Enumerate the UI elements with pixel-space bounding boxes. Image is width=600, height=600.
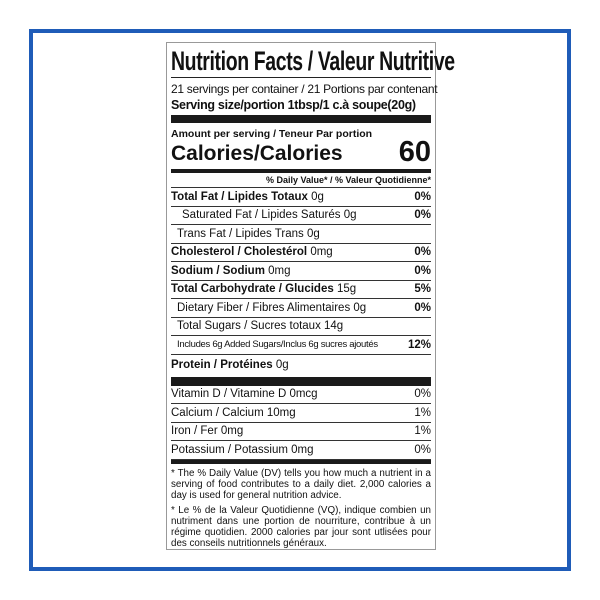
- vitamin-row-vitamin-d: Vitamin D / Vitamine D 0mcg 0%: [171, 386, 431, 404]
- servings-per-container: 21 servings per container / 21 Portions …: [171, 82, 438, 96]
- vitamin-row-potassium: Potassium / Potassium 0mg 0%: [171, 441, 431, 460]
- amount-per-serving: Amount per serving / Teneur Par portion: [171, 128, 373, 140]
- calories-label: Calories/Calories: [171, 142, 343, 165]
- thick-divider: [171, 376, 431, 386]
- thick-divider: [171, 169, 431, 173]
- vitamin-row-calcium: Calcium / Calcium 10mg 1%: [171, 404, 431, 423]
- calories-row: Calories/Calories 60: [171, 136, 431, 168]
- nutrient-row-fiber: Dietary Fiber / Fibres Alimentaires 0g 0%: [171, 298, 431, 317]
- label-title: Nutrition Facts / Valeur Nutritive: [171, 46, 455, 76]
- nutrient-row-trans-fat: Trans Fat / Lipides Trans 0g: [171, 224, 431, 243]
- nutrient-row-sugars: Total Sugars / Sucres totaux 14g: [171, 316, 431, 336]
- thick-divider: [171, 115, 431, 123]
- serving-size: Serving size/portion 1tbsp/1 c.à soupe(2…: [171, 98, 416, 112]
- nutrition-label: Nutrition Facts / Valeur Nutritive 21 se…: [166, 42, 455, 550]
- nutrient-row-cholesterol: Cholesterol / Cholestérol 0mg 0%: [171, 242, 431, 262]
- footnote-en: * The % Daily Value (DV) tells you how m…: [171, 467, 431, 501]
- dv-header: % Daily Value* / % Valeur Quotidienne*: [265, 175, 431, 185]
- vitamin-row-iron: Iron / Fer 0mg 1%: [171, 423, 431, 441]
- nutrient-row-protein: Protein / Protéines 0g: [171, 353, 431, 375]
- footnote-fr: * Le % de la Valeur Quotidienne (VQ), in…: [171, 504, 431, 549]
- thick-divider: [171, 459, 431, 464]
- nutrient-row-added-sugars: Includes 6g Added Sugars/Inclus 6g sucre…: [171, 335, 431, 354]
- divider: [171, 77, 431, 78]
- footnotes: * The % Daily Value (DV) tells you how m…: [171, 468, 431, 549]
- calories-value: 60: [398, 136, 431, 168]
- blue-frame: [29, 29, 571, 571]
- nutrient-row-carbohydrate: Total Carbohydrate / Glucides 15g 5%: [171, 279, 431, 299]
- nutrient-row-total-fat: Total Fat / Lipides Totaux 0g 0%: [171, 187, 431, 206]
- nutrient-row-saturated-fat: Saturated Fat / Lipides Saturés 0g 0%: [171, 205, 431, 225]
- nutrient-row-sodium: Sodium / Sodium 0mg 0%: [171, 261, 431, 280]
